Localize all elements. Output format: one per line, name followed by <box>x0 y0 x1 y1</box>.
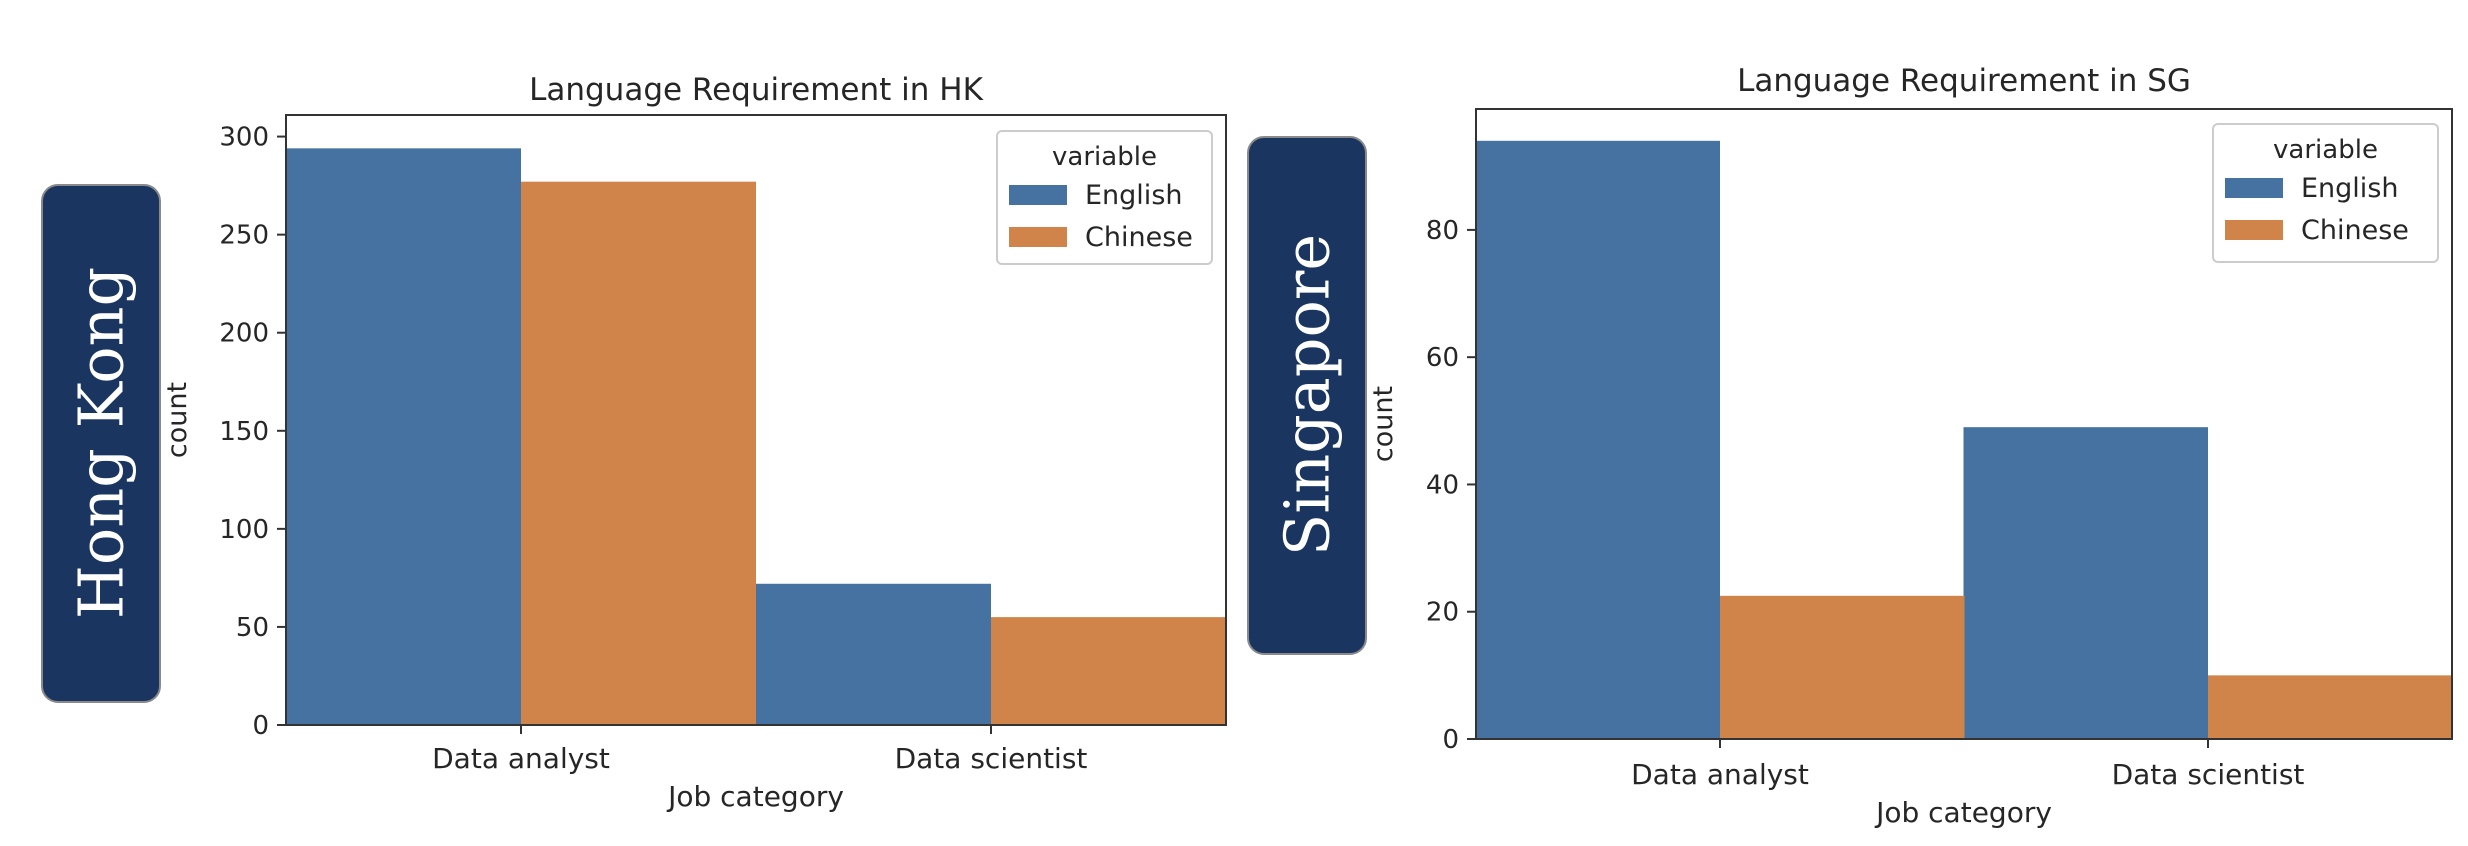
legend-swatch-chinese <box>2225 220 2283 240</box>
y-tick-label: 100 <box>219 515 269 545</box>
region-label-right: Singapore <box>1271 234 1344 556</box>
y-axis-label: count <box>162 382 193 458</box>
y-tick-label: 0 <box>252 711 269 741</box>
chart-hk: 0 50 100 150 200 250 300 Data analyst Data scien… <box>162 72 1227 813</box>
region-badge-left: Hong Kong <box>41 184 161 703</box>
y-tick-label: 40 <box>1426 470 1459 500</box>
chart-title: Language Requirement in HK <box>529 72 983 108</box>
y-tick-label: 0 <box>1442 725 1459 755</box>
legend: variable English Chinese <box>996 130 1213 265</box>
y-tick-label: 50 <box>236 613 269 643</box>
y-tick-label: 200 <box>219 319 269 349</box>
legend-label-chinese: Chinese <box>2301 215 2409 246</box>
bar-english-2 <box>756 583 991 725</box>
y-tick-label: 300 <box>219 123 269 153</box>
bar-english-1 <box>286 148 521 725</box>
legend-label-chinese: Chinese <box>1085 222 1193 253</box>
y-tick-label: 250 <box>219 221 269 251</box>
x-tick-label: Data scientist <box>895 742 1088 775</box>
bar-chinese-1 <box>1720 595 1965 739</box>
y-tick-label: 60 <box>1426 343 1459 373</box>
region-badge-right: Singapore <box>1247 136 1367 655</box>
x-tick-label: Data analyst <box>1631 758 1809 791</box>
legend-swatch-chinese <box>1009 227 1067 247</box>
legend-swatch-english <box>1009 185 1067 205</box>
region-badge-left-box <box>41 184 161 703</box>
legend-label-english: English <box>2301 173 2399 204</box>
y-tick-label: 20 <box>1426 598 1459 628</box>
chart-sg: 0 20 40 60 80 Data analyst Data scientist Langu… <box>1368 63 2453 829</box>
bar-english-1 <box>1475 140 1720 739</box>
y-tick-label: 150 <box>219 417 269 447</box>
legend-swatch-english <box>2225 178 2283 198</box>
legend: variable English Chinese <box>2212 123 2439 263</box>
x-tick-label: Data scientist <box>2112 758 2305 791</box>
x-axis-label: Job category <box>666 780 844 813</box>
region-label-left: Hong Kong <box>65 267 138 619</box>
chart-title: Language Requirement in SG <box>1737 63 2191 99</box>
legend-label-english: English <box>1085 180 1183 211</box>
x-tick-label: Data analyst <box>432 742 610 775</box>
plot-frame <box>1475 108 2453 740</box>
legend-title: variable <box>1052 142 1157 172</box>
bar-chinese-1 <box>521 181 756 725</box>
bar-english-2 <box>1963 427 2208 739</box>
region-badge-right-box <box>1247 136 1367 655</box>
plot-frame <box>285 114 1227 726</box>
y-axis-label: count <box>1368 386 1399 462</box>
bar-chinese-2 <box>991 617 1226 725</box>
bar-chinese-2 <box>2208 675 2453 739</box>
x-axis-label: Job category <box>1874 796 2052 829</box>
y-tick-label: 80 <box>1426 216 1459 246</box>
legend-title: variable <box>2273 135 2378 165</box>
